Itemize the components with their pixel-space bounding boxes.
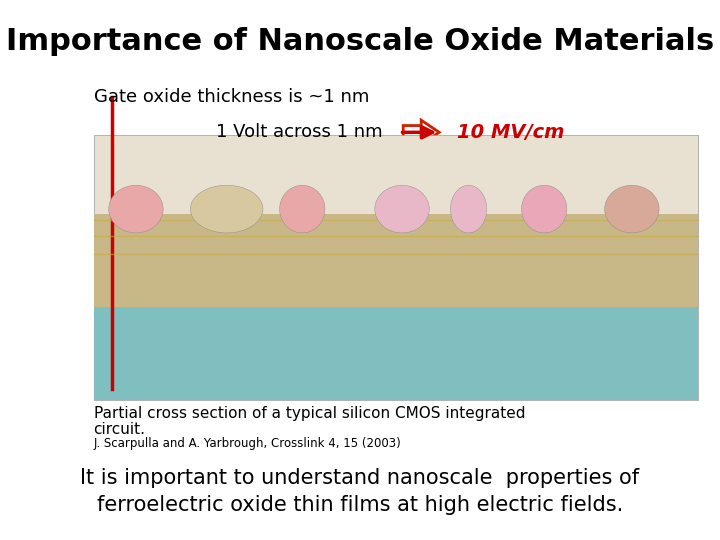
Text: It is important to understand nanoscale  properties of: It is important to understand nanoscale … <box>81 468 639 488</box>
Text: Partial cross section of a typical silicon CMOS integrated: Partial cross section of a typical silic… <box>94 406 525 421</box>
Text: Importance of Nanoscale Oxide Materials: Importance of Nanoscale Oxide Materials <box>6 27 714 56</box>
Text: circuit.: circuit. <box>94 422 145 437</box>
Text: Gate oxide thickness is ~1 nm: Gate oxide thickness is ~1 nm <box>94 88 369 106</box>
Ellipse shape <box>605 185 659 233</box>
Ellipse shape <box>521 185 567 233</box>
Text: 10 MV/cm: 10 MV/cm <box>457 123 564 142</box>
Ellipse shape <box>451 185 487 233</box>
FancyBboxPatch shape <box>94 294 698 400</box>
Ellipse shape <box>375 185 429 233</box>
FancyBboxPatch shape <box>94 135 698 400</box>
Ellipse shape <box>109 185 163 233</box>
FancyBboxPatch shape <box>94 214 698 307</box>
Ellipse shape <box>190 185 263 233</box>
Text: J. Scarpulla and A. Yarbrough, Crosslink 4, 15 (2003): J. Scarpulla and A. Yarbrough, Crosslink… <box>94 437 401 450</box>
Ellipse shape <box>279 185 325 233</box>
Text: 1 Volt across 1 nm: 1 Volt across 1 nm <box>216 123 382 141</box>
Text: ferroelectric oxide thin films at high electric fields.: ferroelectric oxide thin films at high e… <box>97 495 623 515</box>
